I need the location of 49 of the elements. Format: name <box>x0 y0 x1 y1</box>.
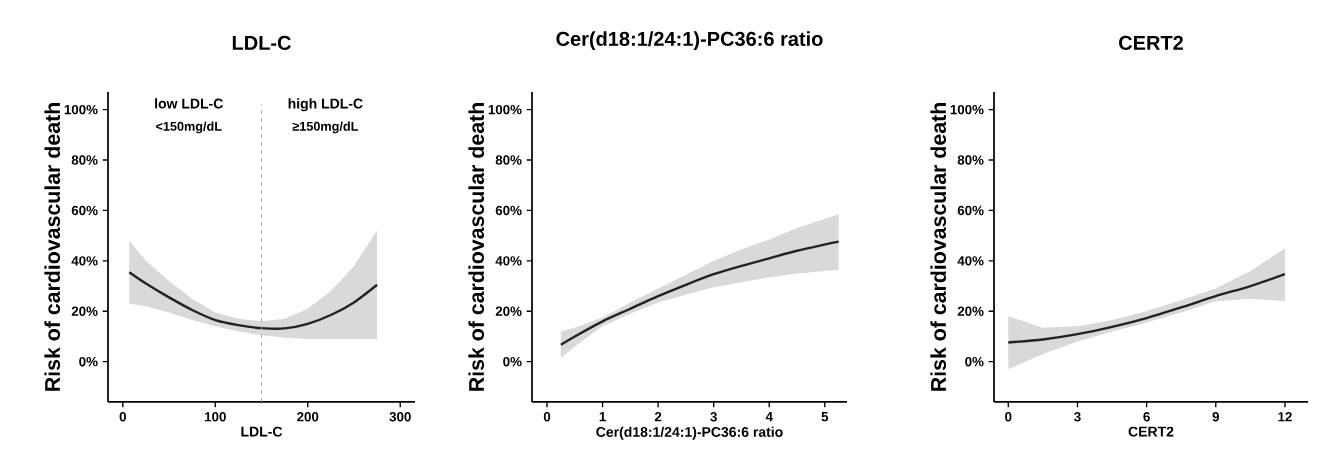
y-tick-label: 40% <box>495 256 522 266</box>
annotation: high LDL-C <box>288 98 363 112</box>
y-tick-label: 0% <box>79 356 98 367</box>
x-tick-label: 5 <box>821 412 829 422</box>
x-tick-label: 4 <box>765 412 773 422</box>
x-tick-label: 0 <box>543 412 551 422</box>
x-tick-label: 3 <box>1074 412 1081 422</box>
y-tick-label: 80% <box>71 155 98 165</box>
x-axis-title: LDL-C <box>241 426 283 437</box>
x-tick-label: 300 <box>389 412 411 422</box>
y-axis-title: Risk of cardiovascular death <box>468 103 485 391</box>
x-tick-label: 200 <box>297 412 319 422</box>
y-tick-label: 40% <box>71 256 98 266</box>
y-tick-label: 80% <box>495 155 522 165</box>
x-tick-label: 9 <box>1212 412 1219 422</box>
chart-title: LDL-C <box>232 35 291 50</box>
x-tick-label: 6 <box>1143 412 1150 422</box>
y-axis-title: Risk of cardiovascular death <box>44 103 61 391</box>
x-tick-label: 0 <box>1005 412 1012 422</box>
y-tick-label: 100% <box>488 104 522 115</box>
line-series <box>128 270 379 330</box>
y-tick-label: 80% <box>957 155 984 165</box>
y-tick-label: 100% <box>950 104 984 115</box>
y-tick-label: 60% <box>495 205 522 216</box>
y-tick-label: 0% <box>965 356 984 367</box>
line-series <box>1007 273 1287 344</box>
annotation: ≥150mg/dL <box>292 121 359 134</box>
line-series <box>559 240 840 346</box>
x-tick-label: 2 <box>654 412 662 422</box>
y-tick-label: 20% <box>495 306 522 316</box>
y-tick-label: 20% <box>71 306 98 316</box>
x-tick-label: 0 <box>119 412 126 422</box>
x-tick-label: 100 <box>204 412 226 422</box>
y-axis-title: Risk of cardiovascular death <box>930 103 947 391</box>
chart-title: CERT2 <box>1119 35 1183 50</box>
y-tick-label: 60% <box>71 205 98 216</box>
y-tick-label: 60% <box>957 205 984 216</box>
annotation: low LDL-C <box>155 98 223 109</box>
y-tick-label: 100% <box>64 104 98 115</box>
x-axis-title: Cer(d18:1/24:1)-PC36:6 ratio <box>596 426 783 440</box>
y-tick-label: 0% <box>503 356 522 367</box>
y-tick-label: 20% <box>957 306 984 316</box>
chart-title: Cer(d18:1/24:1)-PC36:6 ratio <box>556 31 823 50</box>
x-tick-label: 12 <box>1278 412 1292 422</box>
y-tick-label: 40% <box>957 256 984 266</box>
x-tick-label: 3 <box>710 412 717 422</box>
x-axis-title: CERT2 <box>1128 426 1174 437</box>
x-tick-label: 1 <box>599 412 606 422</box>
annotation: <150mg/dL <box>156 121 222 134</box>
